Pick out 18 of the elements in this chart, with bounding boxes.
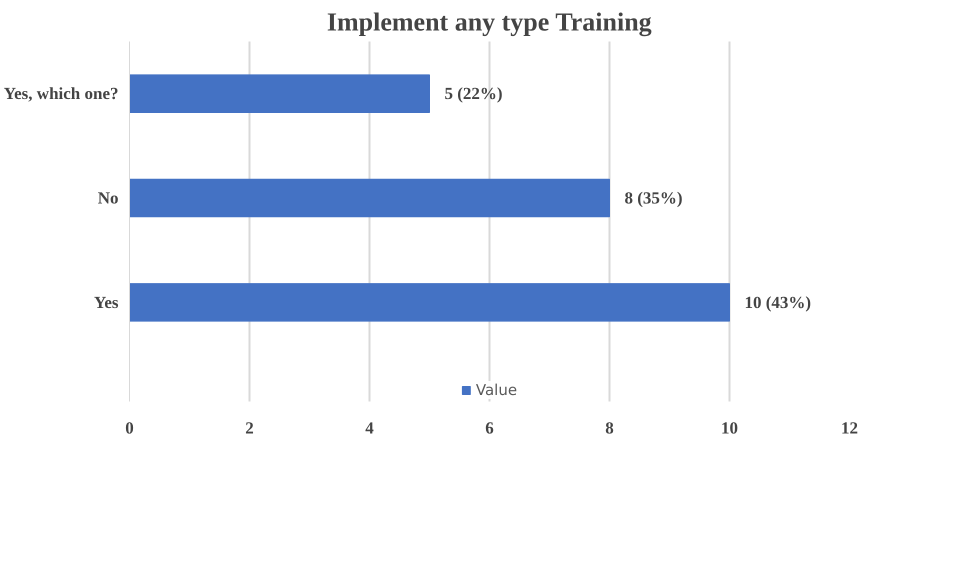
x-tick-label: 4 — [365, 418, 374, 438]
x-tick-label: 0 — [125, 418, 134, 438]
y-tick-label: Yes — [94, 292, 119, 312]
data-label: 8 (35%) — [624, 188, 683, 208]
chart-title: Implement any type Training — [326, 8, 652, 36]
x-tick-label: 10 — [721, 418, 738, 438]
y-tick-label: Yes, which one? — [4, 84, 119, 104]
data-label: 5 (22%) — [444, 84, 503, 104]
x-tick-label: 12 — [841, 418, 858, 438]
bar — [130, 283, 730, 322]
bar — [130, 74, 430, 113]
bar — [130, 178, 610, 218]
x-tick-label: 2 — [245, 418, 254, 438]
data-label: 10 (43%) — [744, 292, 812, 312]
y-tick-label: No — [98, 188, 119, 208]
x-tick-label: 6 — [485, 418, 494, 438]
x-tick-label: 8 — [605, 418, 614, 438]
legend-label: Value — [476, 381, 518, 399]
